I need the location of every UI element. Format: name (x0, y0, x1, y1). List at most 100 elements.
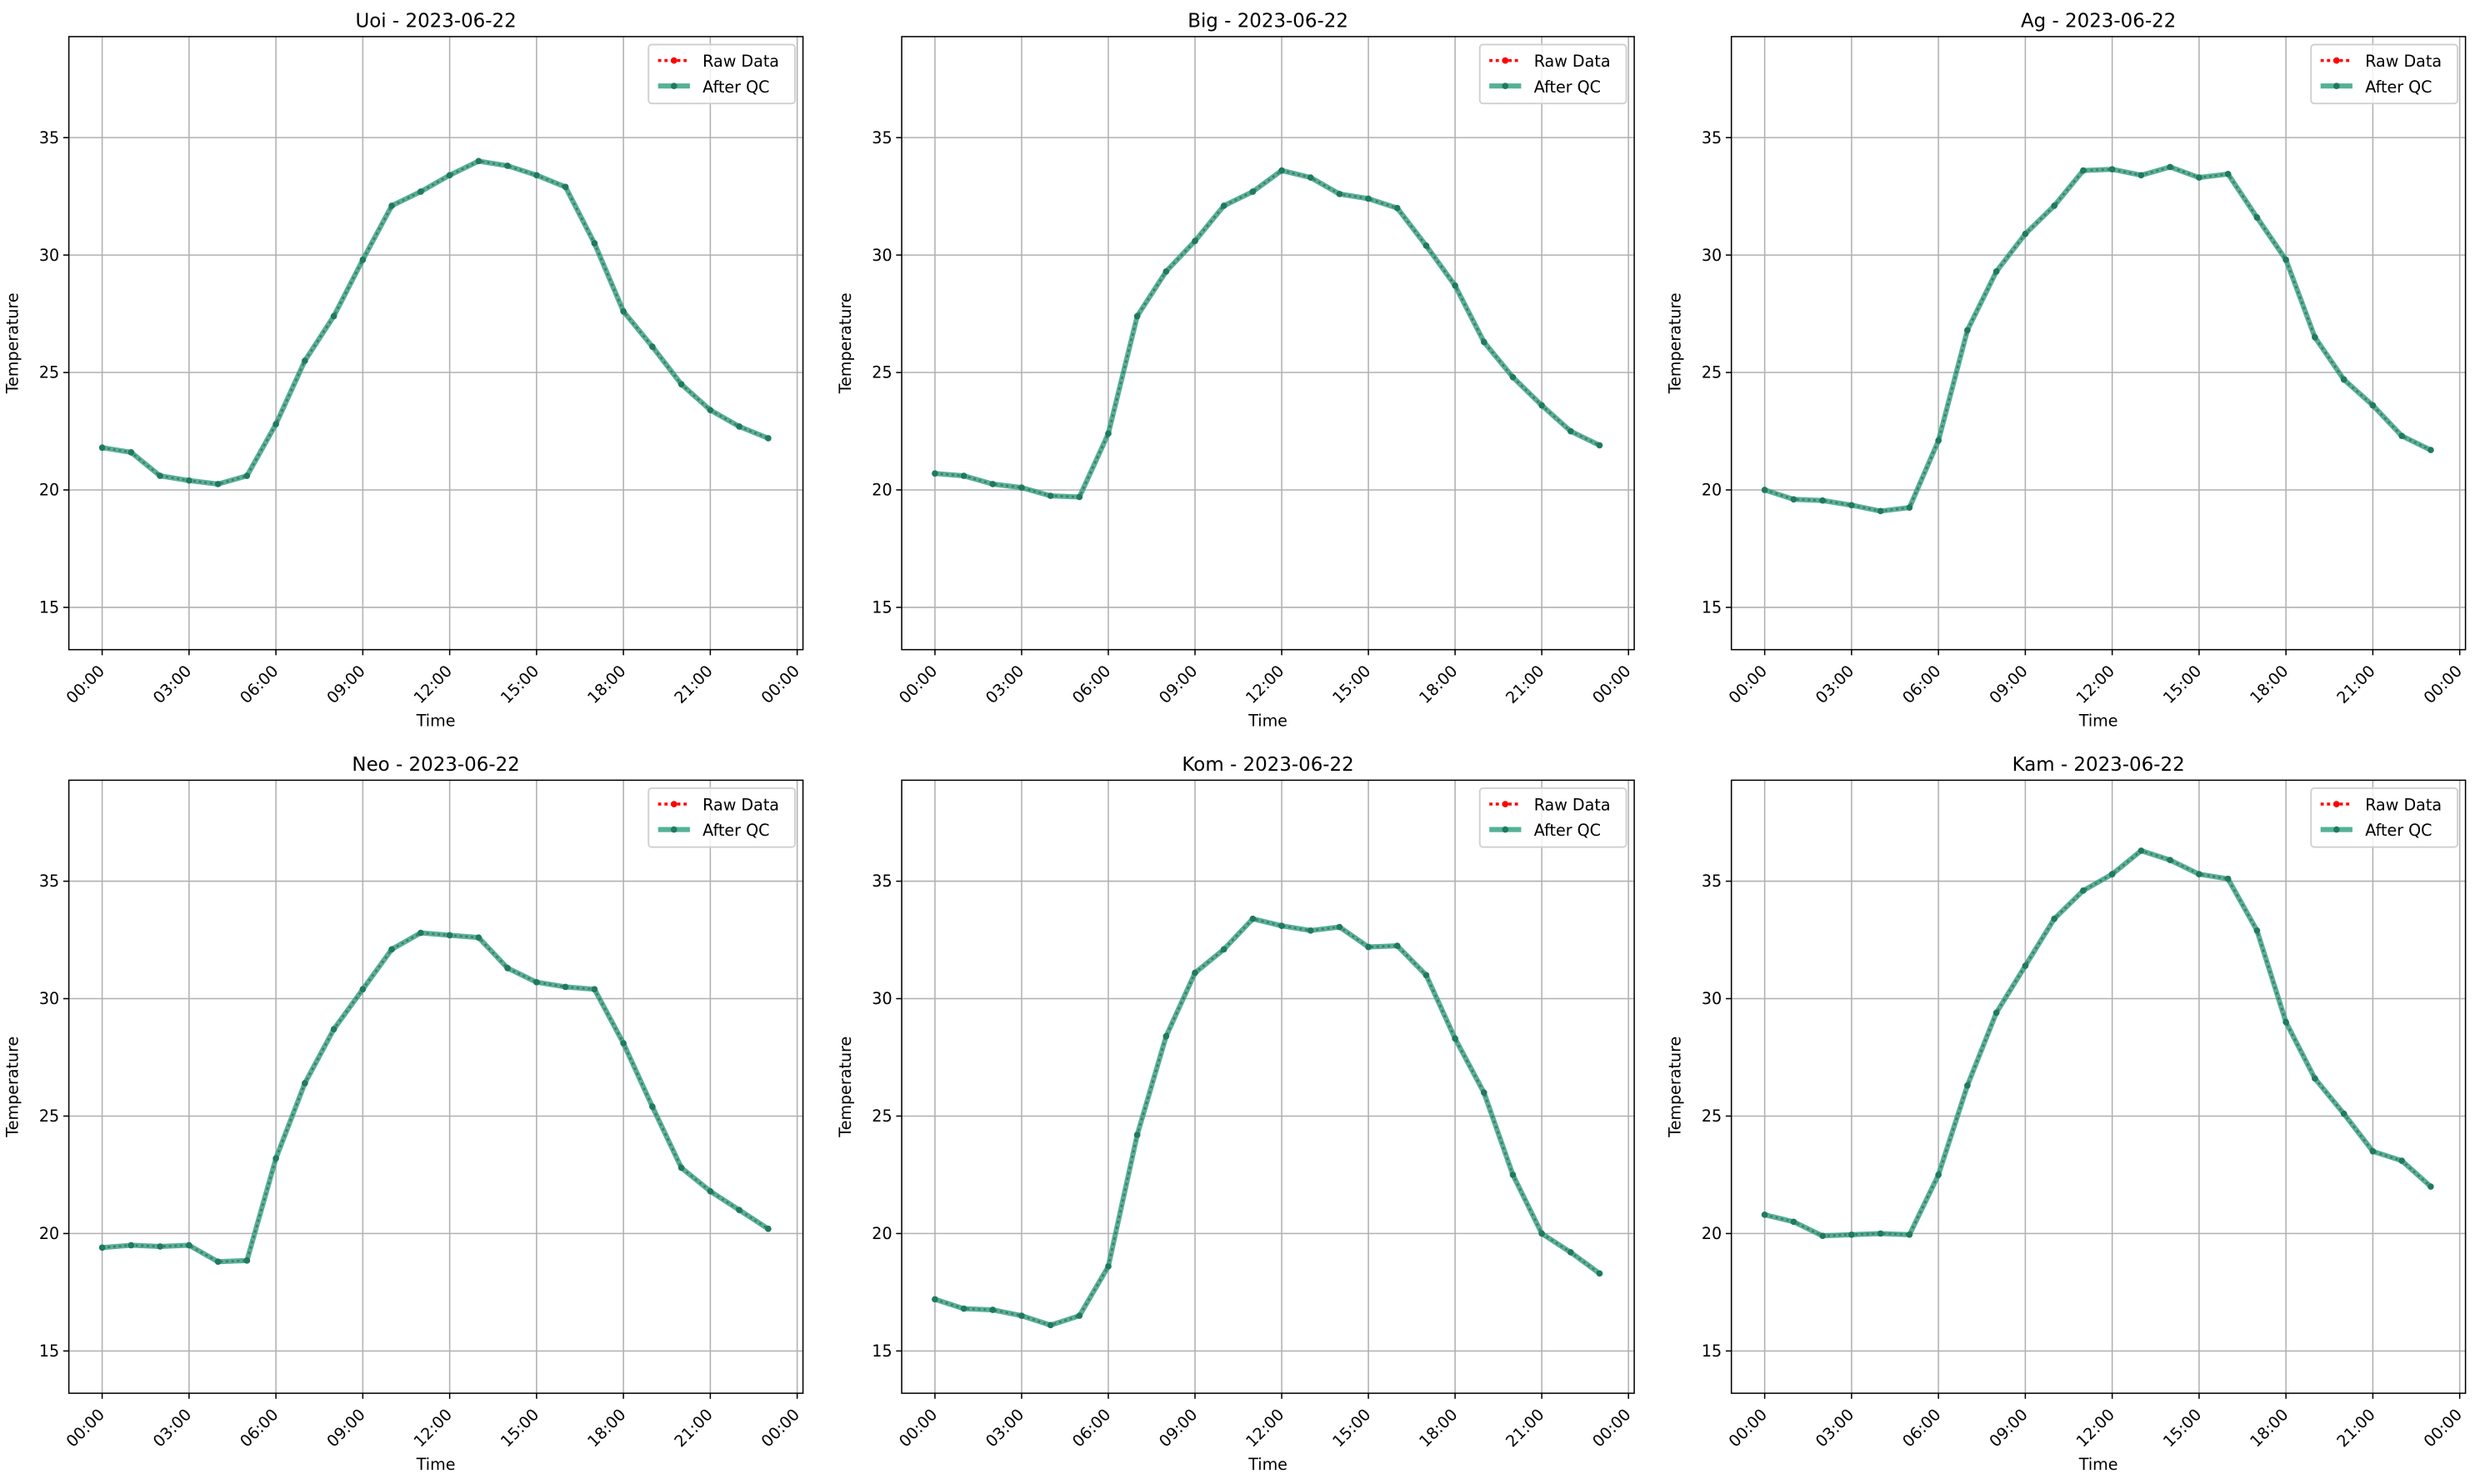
x-tick-label: 09:00 (1986, 662, 2032, 707)
data-point (1819, 497, 1826, 504)
series-line-raw-data (102, 932, 769, 1263)
data-point (186, 1242, 192, 1249)
x-tick-label: 15:00 (497, 1405, 542, 1451)
data-point (2167, 163, 2173, 171)
data-point (272, 1155, 279, 1162)
x-tick-label: 06:00 (1898, 1405, 1944, 1451)
chart-title: Kam - 2023-06-22 (2012, 754, 2185, 776)
data-point (98, 1244, 106, 1252)
y-axis-label: Temperature (836, 1037, 855, 1138)
legend-label: After QC (1534, 77, 1601, 97)
y-tick-label: 35 (39, 128, 59, 147)
x-tick-label: 03:00 (149, 662, 195, 707)
axes-frame (901, 36, 1635, 651)
data-point (1877, 507, 1884, 515)
data-point (2312, 1075, 2318, 1082)
x-tick-label: 03:00 (1812, 662, 1858, 707)
x-tick-label: 15:00 (1328, 662, 1374, 707)
x-tick-label: 12:00 (1242, 1405, 1288, 1451)
data-point (989, 1307, 997, 1313)
x-tick-label: 09:00 (1155, 662, 1201, 707)
y-axis-label: Temperature (1666, 1037, 1685, 1138)
y-tick-label: 20 (872, 1224, 892, 1243)
data-point (1422, 242, 1430, 249)
data-point (418, 188, 424, 195)
data-point (388, 946, 395, 953)
x-tick-label: 15:00 (2159, 1405, 2205, 1451)
data-point (388, 202, 395, 209)
data-point (475, 157, 482, 165)
series-line-after-qc (934, 167, 1601, 500)
data-point (1047, 1322, 1054, 1329)
legend-label: Raw Data (2365, 52, 2442, 71)
data-point (302, 1080, 308, 1087)
data-point (2253, 927, 2261, 934)
x-tick-label: 15:00 (2159, 662, 2205, 707)
subplot-kam: 00:00 03:00 06:00 09:00 12:00 15:00 18:00 21:00… (1666, 754, 2467, 1474)
data-point (2224, 171, 2232, 177)
y-tick-label: 25 (872, 1107, 892, 1126)
legend-raw-data-marker (670, 57, 678, 64)
data-point (2312, 333, 2318, 341)
data-point (186, 477, 192, 484)
x-tick-label: 18:00 (1415, 662, 1461, 707)
data-point (1538, 1230, 1545, 1237)
y-axis-label: Temperature (836, 292, 855, 394)
x-tick-label: 06:00 (1068, 1405, 1114, 1451)
data-point (1819, 1232, 1826, 1240)
data-point (1935, 437, 1942, 444)
data-point (504, 965, 511, 972)
y-tick-label: 35 (39, 872, 59, 891)
x-axis-label: Time (2078, 711, 2118, 730)
data-point (1567, 427, 1574, 435)
data-point (1192, 969, 1198, 977)
x-tick-label: 21:00 (671, 662, 717, 707)
legend-label: Raw Data (1534, 52, 1611, 71)
x-tick-label: 21:00 (2333, 1405, 2379, 1451)
data-point (1480, 338, 1488, 346)
data-point (1336, 190, 1343, 197)
data-point (214, 481, 222, 487)
legend-after-qc-marker (1502, 82, 1509, 90)
data-point (214, 1258, 222, 1266)
x-axis-label: Time (1248, 711, 1288, 730)
series-line-after-qc (102, 930, 770, 1265)
data-point (1596, 1270, 1603, 1277)
y-tick-label: 30 (872, 246, 892, 265)
x-tick-label: 21:00 (1502, 662, 1548, 707)
data-point (1452, 1035, 1458, 1042)
data-point (418, 929, 424, 937)
data-point (1393, 942, 1401, 949)
y-tick-label: 30 (39, 246, 59, 265)
data-point (620, 307, 627, 315)
data-point (1452, 282, 1458, 289)
x-tick-label: 06:00 (236, 662, 282, 707)
data-point (1133, 1132, 1141, 1138)
legend-label: After QC (702, 821, 769, 840)
data-point (2369, 402, 2377, 409)
data-point (2108, 871, 2116, 877)
data-point (1480, 1089, 1488, 1097)
y-tick-label: 35 (1702, 872, 1722, 891)
x-tick-label: 12:00 (2072, 662, 2118, 707)
data-point (989, 481, 997, 487)
data-point (562, 983, 569, 991)
legend-raw-data-marker (1502, 57, 1509, 64)
y-tick-label: 25 (39, 363, 59, 382)
data-point (302, 357, 308, 364)
data-point (2196, 174, 2202, 181)
x-tick-label: 18:00 (583, 662, 629, 707)
x-tick-label: 03:00 (982, 662, 1028, 707)
data-point (2108, 166, 2116, 173)
data-point (1018, 1312, 1025, 1319)
axes-frame (1730, 36, 2467, 651)
y-axis-label: Temperature (2, 1037, 22, 1138)
x-tick-label: 12:00 (2072, 1405, 2118, 1451)
data-point (2022, 230, 2029, 237)
data-point (736, 1207, 742, 1214)
subplot-neo: 00:00 03:00 06:00 09:00 12:00 15:00 18:00 21:00… (2, 754, 804, 1474)
data-point (1422, 972, 1430, 979)
legend: Raw Data After QC (1478, 43, 1628, 105)
x-tick-label: 00:00 (758, 662, 803, 707)
legend-label: After QC (2365, 77, 2432, 97)
